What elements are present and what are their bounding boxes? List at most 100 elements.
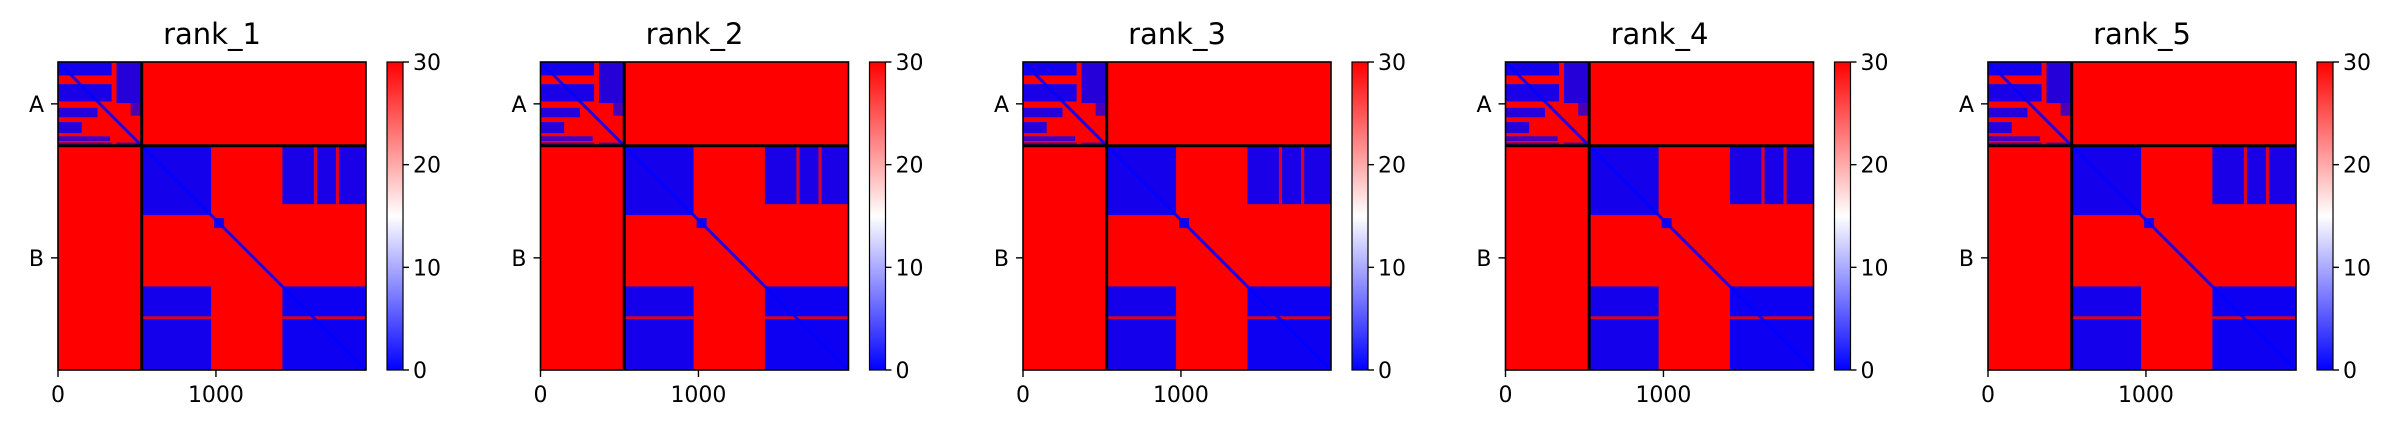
heatmap-block [1988, 122, 2012, 134]
heatmap-diagonal [1505, 62, 1814, 370]
heatmap-block [1278, 145, 1283, 205]
colorbar [386, 61, 404, 371]
heatmap-block [2046, 62, 2072, 104]
heatmap-block [1589, 286, 1659, 370]
heatmap-block [1563, 62, 1590, 104]
x-tick-label: 1000 [670, 383, 726, 408]
heatmap-block [141, 215, 366, 287]
heatmap-block [594, 62, 599, 146]
colorbar-tick-label: 20 [2343, 154, 2371, 179]
y-tick-label: B [1959, 247, 1974, 272]
chart-title: rank_5 [2093, 17, 2191, 51]
chart-title: rank_3 [1128, 17, 1226, 51]
y-tick-label: A [994, 93, 1009, 118]
heatmap-block [130, 103, 142, 116]
panel-rank_1: rank_1 0 1000 A B 0 10 20 30 [29, 17, 441, 408]
heatmap-block [58, 142, 142, 146]
heatmap-diagonal-node [696, 218, 707, 229]
heatmap-block [1300, 145, 1305, 205]
heatmap-block [58, 84, 112, 102]
plot-frame [1987, 61, 2297, 371]
plot-frame [1022, 61, 1332, 371]
colorbar-tick-label: 30 [413, 51, 441, 76]
colorbar-tick-label: 10 [896, 256, 924, 281]
y-tick-label: A [29, 93, 44, 118]
y-tick-label: B [511, 247, 526, 272]
heatmap-block [2060, 103, 2072, 116]
heatmap-diagonal [540, 62, 849, 370]
heatmap-diagonal [1988, 62, 2296, 370]
panel-rank_4: rank_4 0 1000 A B 0 10 20 30 [1476, 17, 1888, 408]
x-tick-label: 0 [1016, 383, 1030, 408]
heatmap-block [141, 286, 212, 370]
colorbar-tick-label: 20 [1861, 154, 1889, 179]
heatmap [58, 62, 366, 370]
heatmap-diagonal-node [2144, 218, 2155, 229]
heatmap-block [764, 316, 849, 320]
colorbar-tick-label: 30 [1378, 51, 1406, 76]
chart-title: rank_1 [163, 17, 261, 51]
heatmap-block [1590, 62, 1596, 146]
heatmap-block [540, 122, 565, 134]
y-tick-label: B [994, 247, 1009, 272]
heatmap-block [1729, 316, 1814, 320]
heatmap-block [2071, 215, 2296, 287]
heatmap-diagonal [1023, 62, 1331, 370]
colorbar-tick-label: 20 [1378, 154, 1406, 179]
heatmap-diagonal [58, 62, 366, 370]
colorbar-tick-label: 30 [2343, 51, 2371, 76]
heatmap [1505, 62, 1814, 370]
heatmap-block [818, 145, 822, 205]
heatmap-diagonal-node [1179, 218, 1190, 229]
chart-title: rank_2 [646, 17, 744, 51]
heatmap [1023, 62, 1331, 370]
colorbar-tick-label: 0 [896, 359, 910, 384]
colorbar-tick-label: 10 [1861, 256, 1889, 281]
heatmap-block [540, 84, 595, 102]
x-tick-label: 0 [1499, 383, 1513, 408]
heatmap-block [598, 62, 625, 104]
x-tick-label: 0 [51, 383, 65, 408]
colorbar [1351, 61, 1369, 371]
x-tick-label: 1000 [188, 383, 244, 408]
heatmap-block [1106, 215, 1331, 287]
heatmap-block [1076, 62, 1082, 146]
heatmap-block [2212, 145, 2296, 205]
x-tick-label: 1000 [1635, 383, 1691, 408]
heatmap-block [1559, 62, 1564, 146]
heatmap-block [624, 316, 694, 320]
x-tick-label: 0 [534, 383, 548, 408]
heatmap-block [1023, 136, 1076, 141]
heatmap-block [1247, 145, 1331, 205]
heatmap-block [1081, 62, 1107, 104]
heatmap-block [335, 145, 340, 205]
heatmap-block [1988, 62, 2042, 76]
heatmap-block [1729, 145, 1814, 205]
heatmap [540, 62, 849, 370]
plot-frame [1504, 61, 1815, 371]
heatmap-block [1108, 62, 1114, 146]
heatmap-block [1589, 215, 1814, 287]
colorbar [2316, 61, 2334, 371]
heatmap-block [540, 62, 595, 76]
heatmap-block [58, 122, 82, 134]
heatmap-block [625, 62, 631, 146]
colorbar [868, 61, 887, 371]
heatmap-block [282, 145, 366, 205]
heatmap-block [796, 145, 800, 205]
heatmap-block [1988, 142, 2072, 146]
plot-frame [539, 61, 850, 371]
y-tick-label: A [1476, 93, 1491, 118]
heatmap-block [1505, 142, 1590, 146]
heatmap-block [313, 145, 318, 205]
heatmap-block [1988, 84, 2042, 102]
heatmap-block [1023, 107, 1063, 118]
heatmap-block [2265, 145, 2270, 205]
heatmap-block [1761, 145, 1765, 205]
heatmap-block [2071, 316, 2142, 320]
heatmap-block [58, 136, 111, 141]
plot-frame [57, 61, 367, 371]
colorbar-tick-label: 30 [1861, 51, 1889, 76]
heatmap-block [1783, 145, 1787, 205]
